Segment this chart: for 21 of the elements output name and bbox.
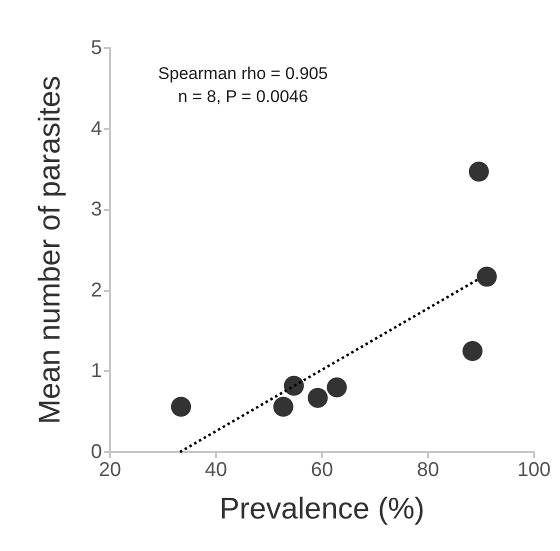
y-axis-title: Mean number of parasites	[34, 76, 66, 424]
point	[308, 388, 328, 408]
y-tick-label: 4	[90, 118, 102, 140]
y-tick-label: 5	[90, 37, 102, 59]
point	[171, 396, 192, 417]
y-tick-label: 3	[90, 198, 102, 221]
point	[326, 377, 347, 398]
x-tick-label: 80	[416, 459, 440, 481]
y-tick-label: 1	[90, 360, 102, 382]
annotation: Spearman rho = 0.905	[158, 64, 328, 83]
x-tick-label: 40	[204, 459, 228, 481]
x-axis-title: Prevalence (%)	[219, 492, 425, 526]
x-tick-label: 100	[517, 459, 551, 481]
annotation: n = 8, P = 0.0046	[178, 87, 308, 106]
point	[462, 341, 483, 361]
y-tick-label: 2	[90, 279, 102, 302]
point	[468, 162, 489, 182]
point	[273, 396, 294, 417]
point	[476, 266, 497, 287]
point	[284, 376, 304, 396]
x-tick-label: 60	[310, 459, 334, 481]
